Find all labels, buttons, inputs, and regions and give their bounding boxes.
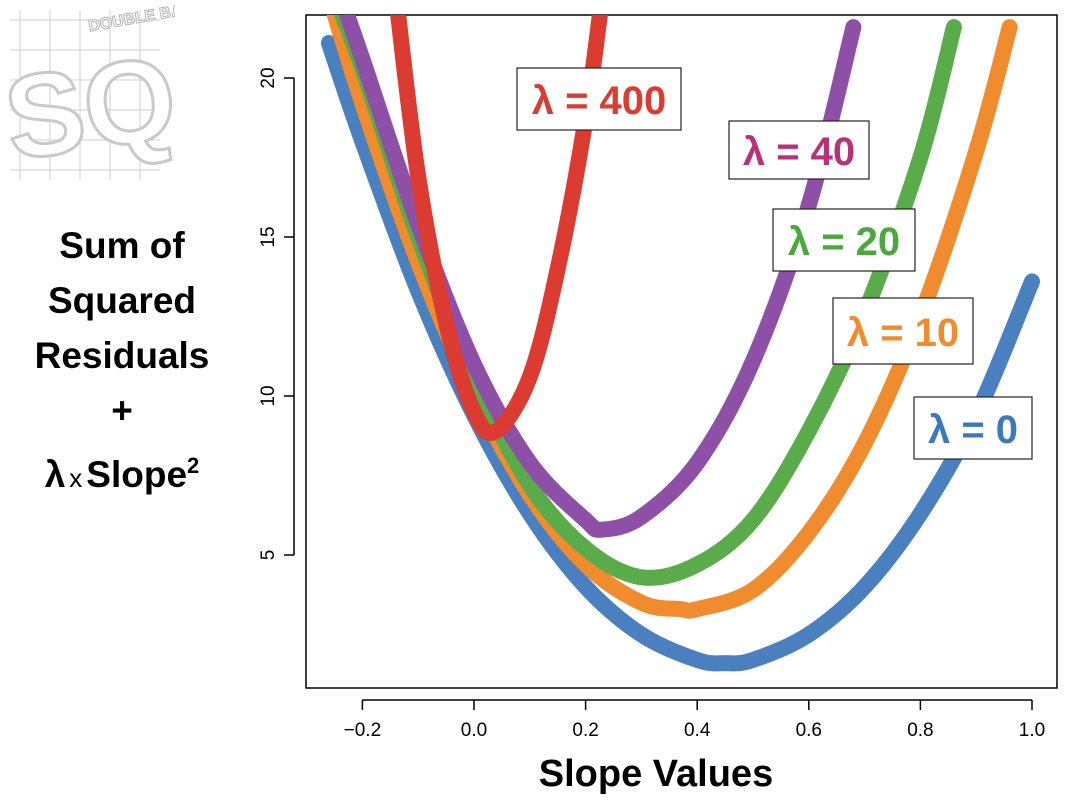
series-line-3 [338, 15, 862, 538]
x-tick-label: −0.2 [344, 720, 382, 741]
x-axis-title: Slope Values [539, 753, 773, 795]
y-axis-label-line-1: Sum of [59, 225, 185, 266]
y-axis-label-line-3: Residuals [34, 335, 210, 376]
x-tick-label: 1.0 [1019, 720, 1045, 741]
series-label-text: λ = 20 [788, 220, 900, 264]
x-tick-label: 0.6 [796, 720, 822, 741]
series-label-text: λ = 0 [928, 408, 1018, 452]
logo-text: SQ! [0, 26, 175, 185]
x-tick-label: 0.8 [907, 720, 933, 741]
series-label-box [913, 396, 1033, 460]
series-label-box [728, 120, 870, 180]
y-tick-label: 15 [258, 226, 279, 247]
series-label-box [832, 297, 974, 365]
series-label-4: λ = 0 [913, 396, 1033, 460]
x-tick-label: 0.2 [572, 720, 598, 741]
slope-word: Slope [86, 454, 188, 495]
y-axis-label: Sum of Squared Residuals + λ x Slope2 [6, 218, 238, 506]
series-label-text: λ = 10 [847, 311, 959, 355]
series-label-box [516, 67, 682, 131]
series-label-text: λ = 40 [743, 130, 855, 174]
series-line-0 [320, 35, 1040, 672]
series-label-text: λ = 400 [532, 79, 667, 123]
x-tick-label: 0.4 [684, 720, 711, 741]
times-symbol: x [69, 463, 83, 493]
axes: −0.2 0.0 0.2 0.4 0.6 0.8 1.0 5 10 15 20 [258, 67, 1045, 741]
y-tick-label: 20 [258, 67, 279, 88]
plot-frame [305, 14, 1058, 689]
series-label-3: λ = 10 [832, 297, 974, 365]
squared-superscript: 2 [187, 453, 200, 478]
y-axis-label-line-5: λ x Slope2 [6, 438, 238, 506]
y-axis-label-line-4: + [111, 390, 133, 431]
series-label-1: λ = 40 [728, 120, 870, 180]
series-line-4 [390, 15, 608, 441]
y-tick-label: 10 [258, 385, 279, 406]
series-label-2: λ = 20 [772, 208, 916, 272]
lambda-symbol: λ [44, 454, 66, 495]
x-tick-label: 0.0 [461, 720, 487, 741]
series-labels: λ = 400 λ = 40 λ = 20 λ = 10 λ = 0 [516, 67, 1033, 460]
series-label-box [772, 208, 916, 272]
y-tick-label: 5 [258, 550, 279, 561]
y-axis-label-line-2: Squared [47, 280, 197, 321]
statquest-logo: SQ! DOUBLE BAM!!! [0, 0, 175, 185]
series-label-0: λ = 400 [516, 67, 682, 131]
